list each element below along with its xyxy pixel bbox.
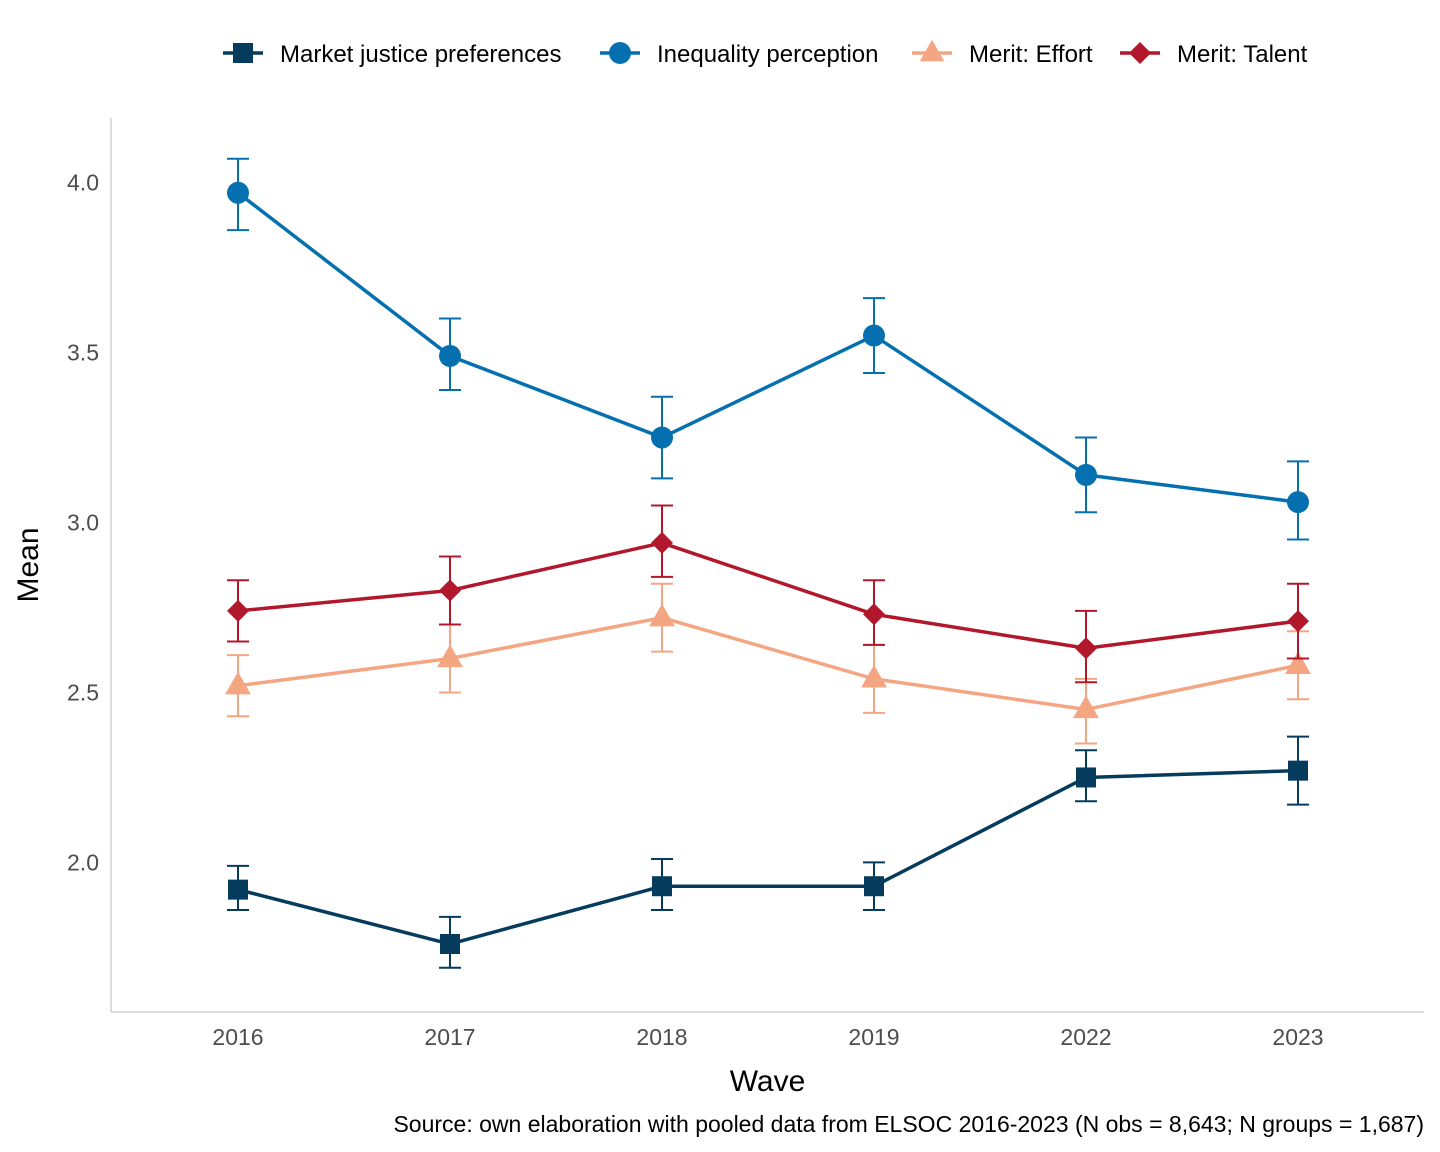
data-point [864,876,884,897]
legend-item: Merit: Effort [912,39,1093,68]
data-point [1285,651,1311,674]
legend-key-marker [233,43,253,63]
x-tick-label: 2022 [1060,1024,1111,1050]
legend-key-marker [609,42,631,64]
data-point [651,531,673,554]
data-point [228,879,248,900]
x-tick-label: 2019 [848,1024,899,1050]
data-point [437,644,463,668]
data-point [651,426,673,449]
data-point [1076,767,1096,788]
data-point [227,599,249,622]
legend-label: Inequality perception [657,41,878,68]
legend-item: Market justice preferences [223,41,561,68]
series-line [237,541,1299,651]
x-tick-label: 2023 [1272,1024,1323,1050]
data-point [227,181,249,204]
data-point [1287,610,1309,633]
data-point [863,324,885,347]
series-layer [225,157,1311,969]
legend-item: Merit: Talent [1120,41,1308,68]
legend-key-marker [919,39,945,62]
legend-label: Merit: Talent [1177,41,1308,68]
data-point [1075,463,1097,486]
data-point [439,579,461,602]
legend: Market justice preferences Inequality per… [223,39,1308,68]
y-tick-label: 3.0 [67,510,99,536]
y-tick-label: 2.5 [67,679,99,705]
data-point [652,876,672,897]
legend-label: Merit: Effort [969,41,1093,68]
series-line [237,768,1299,946]
series-merit-effort [225,582,1311,745]
axes: 2.0 2.5 3.0 3.5 4.0 2016 2017 2018 2019 2022 2023 [67,118,1424,1050]
series-line [237,615,1299,712]
series-merit-talent [227,504,1309,684]
series-market-justice-preferences [227,735,1309,969]
series-inequality-perception [227,157,1309,541]
data-point [1287,491,1309,514]
data-point [439,344,461,367]
data-point [649,603,675,627]
x-axis-title: Wave [730,1065,806,1098]
y-tick-label: 2.0 [67,849,99,875]
x-tick-label: 2016 [212,1024,263,1050]
data-point [863,603,885,626]
data-point [1073,695,1099,719]
series-line [236,191,1299,504]
y-tick-label: 4.0 [67,170,99,196]
data-point [861,664,887,688]
y-axis-title: Mean [12,527,45,602]
x-tick-label: 2017 [424,1024,475,1050]
chart-caption: Source: own elaboration with pooled data… [393,1111,1424,1137]
data-point [440,934,460,955]
legend-key-marker [1129,42,1151,64]
data-point [1075,637,1097,660]
data-point [225,671,251,695]
legend-label: Market justice preferences [280,41,561,68]
data-point [1288,760,1308,781]
legend-item: Inequality perception [600,41,878,68]
x-tick-label: 2018 [636,1024,687,1050]
y-tick-label: 3.5 [67,340,99,366]
